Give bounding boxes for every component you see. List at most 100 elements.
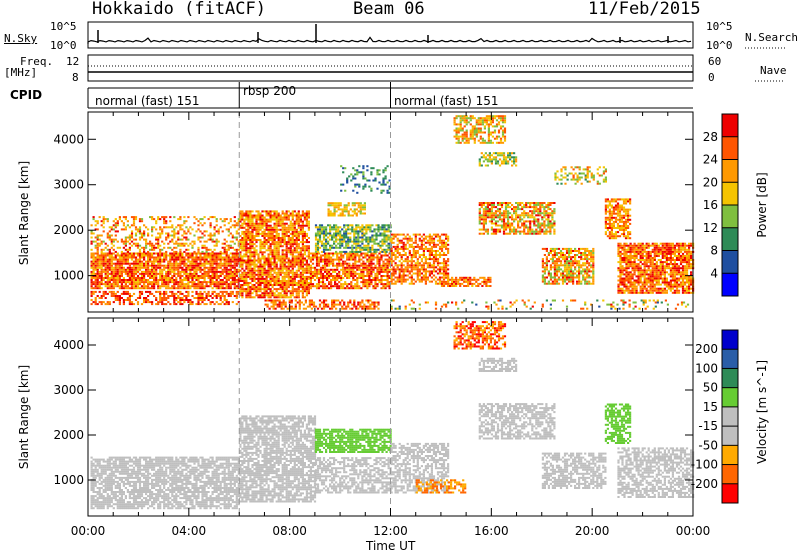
power-cell xyxy=(424,280,427,283)
power-cell xyxy=(279,243,282,246)
power-cell xyxy=(90,260,93,263)
power-cell xyxy=(307,214,310,217)
power-cell xyxy=(259,218,262,221)
power-cell xyxy=(285,212,288,215)
power-cell xyxy=(153,275,156,277)
power-cell xyxy=(153,281,156,284)
power-cell xyxy=(245,275,248,278)
power-cell xyxy=(369,238,372,241)
power-cell xyxy=(177,230,180,233)
power-cell xyxy=(329,248,332,251)
power-cell xyxy=(314,250,318,253)
power-cell xyxy=(416,276,419,279)
power-cell xyxy=(157,254,160,257)
power-cell xyxy=(195,258,198,261)
power-cell xyxy=(219,275,222,277)
power-cell xyxy=(461,282,464,285)
power-cell xyxy=(287,251,290,254)
power-cell xyxy=(375,242,378,245)
power-cell xyxy=(418,262,421,265)
power-cell xyxy=(287,239,290,241)
power-cell xyxy=(295,284,298,286)
power-cell xyxy=(249,245,252,248)
power-cell xyxy=(126,275,129,277)
power-cell xyxy=(124,270,127,273)
power-cell xyxy=(147,281,150,284)
power-cell xyxy=(100,248,103,251)
power-cell xyxy=(317,256,321,259)
power-cell xyxy=(394,262,397,265)
power-cell xyxy=(348,258,351,261)
power-cell xyxy=(283,290,286,293)
power-cell xyxy=(169,287,172,290)
power-cell xyxy=(227,256,230,259)
power-cell xyxy=(336,277,339,279)
power-cell xyxy=(434,256,438,259)
power-cell xyxy=(237,279,240,281)
power-cell xyxy=(331,214,334,217)
power-cell xyxy=(299,230,302,233)
power-cell xyxy=(253,269,256,272)
power-cell xyxy=(187,279,190,281)
power-cell xyxy=(301,214,304,217)
power-cell xyxy=(420,276,423,279)
power-cell xyxy=(239,243,242,246)
power-cell xyxy=(134,260,138,263)
power-cell xyxy=(175,256,178,259)
power-cell xyxy=(469,115,472,118)
power-cell xyxy=(356,171,359,174)
power-cell xyxy=(412,233,415,236)
power-cell xyxy=(217,283,220,286)
power-cell xyxy=(257,218,260,221)
power-cell xyxy=(289,282,292,284)
power-cell xyxy=(322,230,326,233)
power-cell xyxy=(177,272,180,275)
power-cell xyxy=(384,177,387,180)
power-cell xyxy=(377,230,380,233)
power-cell xyxy=(159,272,162,275)
power-cell xyxy=(342,254,345,257)
power-cell xyxy=(430,276,433,279)
power-cell xyxy=(245,237,248,239)
power-cell xyxy=(299,214,302,217)
power-cell xyxy=(199,303,202,306)
power-cell xyxy=(130,266,134,269)
power-cell xyxy=(291,294,294,297)
power-cell xyxy=(378,256,381,259)
power-cell xyxy=(271,237,274,239)
power-cell xyxy=(203,230,206,233)
power-cell xyxy=(112,279,115,281)
power-cell xyxy=(255,239,258,241)
power-cell xyxy=(138,281,142,284)
power-cell xyxy=(181,260,184,263)
power-cell xyxy=(122,287,125,290)
power-cell xyxy=(324,266,327,269)
power-cell xyxy=(130,244,134,247)
power-cell xyxy=(134,234,138,237)
power-cell xyxy=(354,264,357,267)
power-cell xyxy=(151,277,154,279)
power-cell xyxy=(307,290,310,293)
power-cell xyxy=(227,254,230,257)
power-cell xyxy=(364,185,367,188)
power-cell xyxy=(287,235,290,237)
power-cell xyxy=(247,235,250,237)
power-cell xyxy=(179,266,182,269)
power-cell xyxy=(235,254,238,257)
power-cell xyxy=(428,250,431,252)
power-cell xyxy=(215,283,218,286)
power-cell xyxy=(332,270,335,273)
power-cell xyxy=(205,250,208,253)
nave-tick-high: 60 xyxy=(708,55,722,68)
power-cell xyxy=(247,230,250,233)
power-cell xyxy=(309,277,312,279)
power-cell xyxy=(215,292,218,295)
power-cell xyxy=(245,288,248,291)
power-cell xyxy=(440,254,444,256)
power-cell xyxy=(324,262,327,265)
power-cell xyxy=(400,278,403,281)
power-cell xyxy=(261,271,264,274)
power-cell xyxy=(104,262,107,265)
power-cell xyxy=(143,272,146,275)
power-cell xyxy=(348,254,351,257)
